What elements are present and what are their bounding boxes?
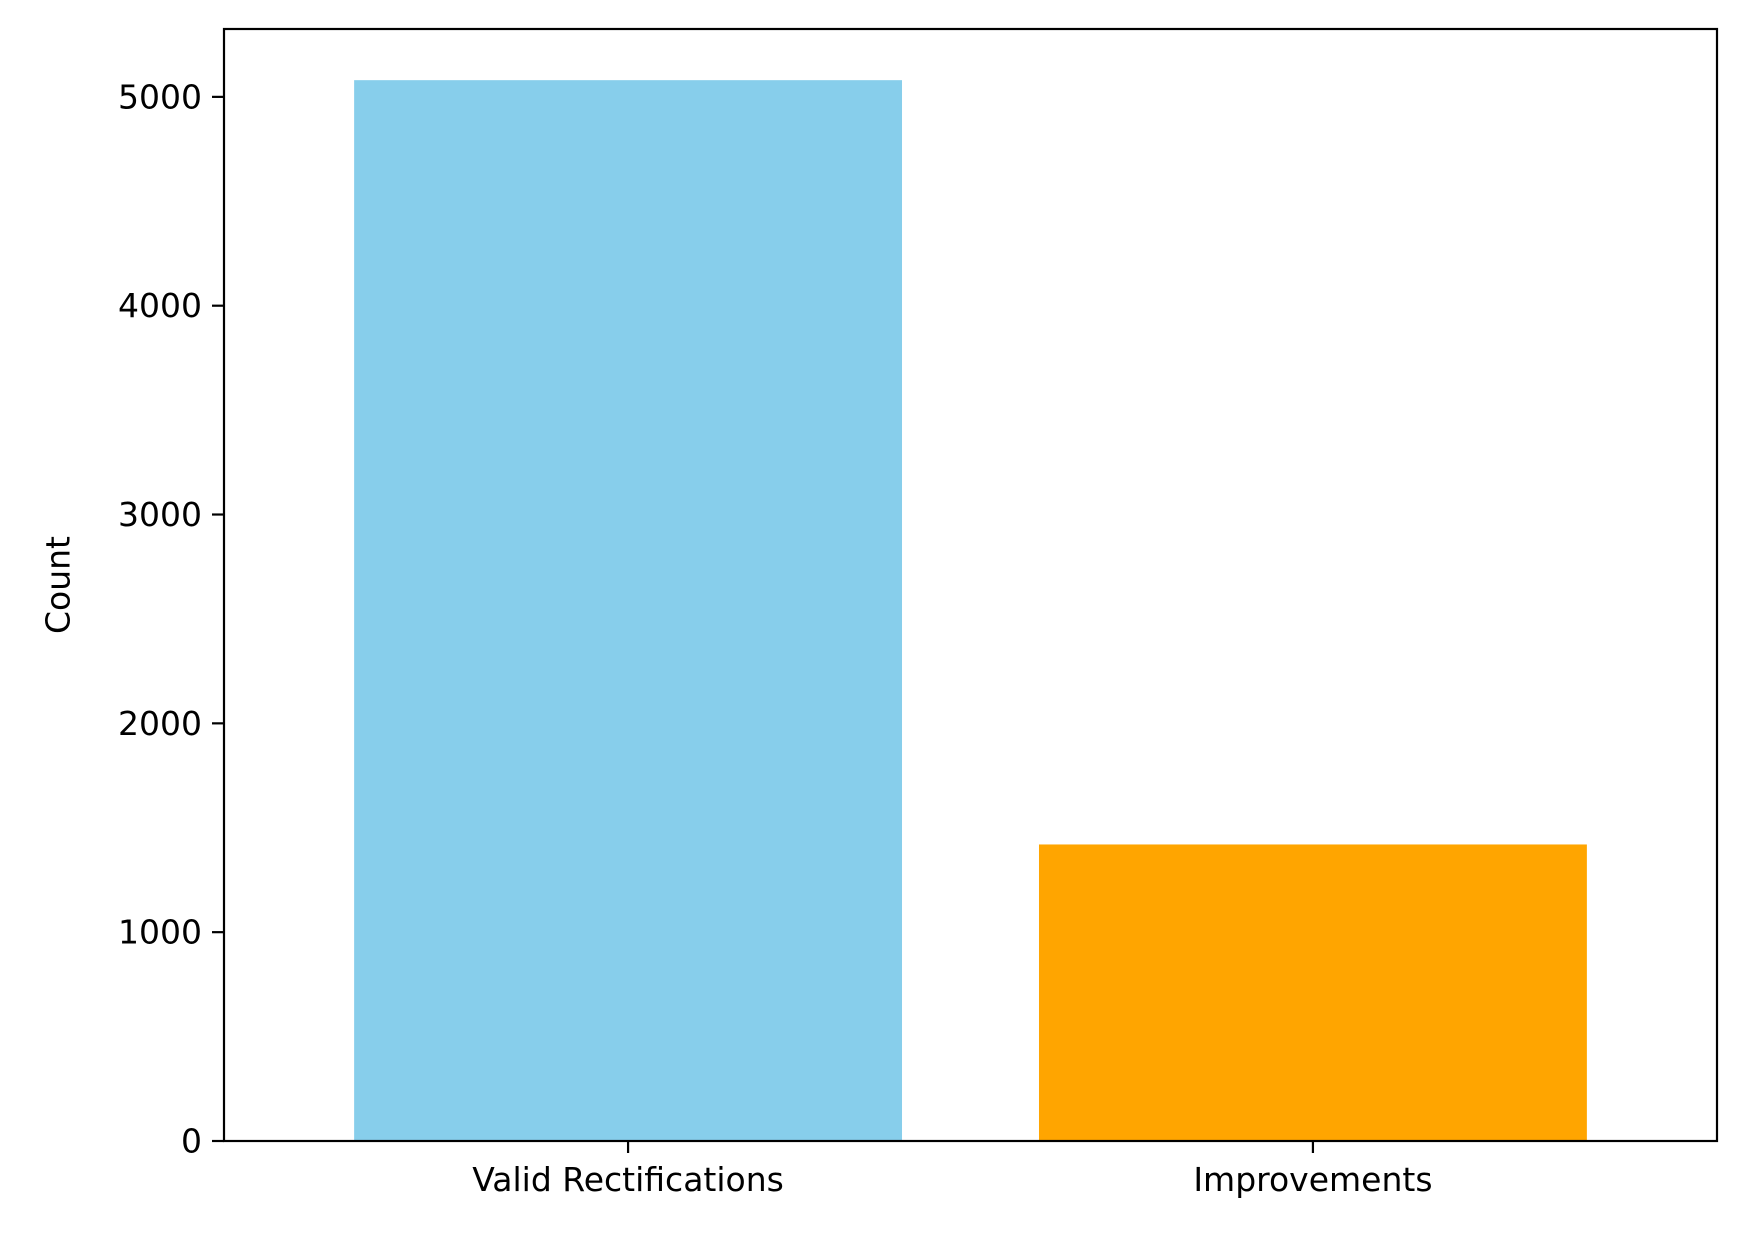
y-axis-ticks: 0 1000 2000 3000 4000 5000 xyxy=(118,77,224,1161)
y-tick-label: 4000 xyxy=(118,286,202,325)
y-tick-label: 0 xyxy=(181,1122,202,1161)
bars-group xyxy=(354,80,1587,1141)
y-tick-label: 2000 xyxy=(118,704,202,743)
bar-improvements xyxy=(1038,844,1587,1141)
x-tick-label: Valid Rectifications xyxy=(472,1160,784,1199)
y-tick-label: 3000 xyxy=(118,495,202,534)
x-axis-ticks: Valid Rectifications Improvements xyxy=(472,1141,1433,1199)
plot-frame xyxy=(222,27,1719,1143)
y-axis-label: Count xyxy=(39,536,78,634)
bar-valid-rectifications xyxy=(354,80,903,1141)
y-tick-label: 5000 xyxy=(118,77,202,116)
x-tick-label: Improvements xyxy=(1193,1160,1432,1199)
y-tick-label: 1000 xyxy=(118,913,202,952)
